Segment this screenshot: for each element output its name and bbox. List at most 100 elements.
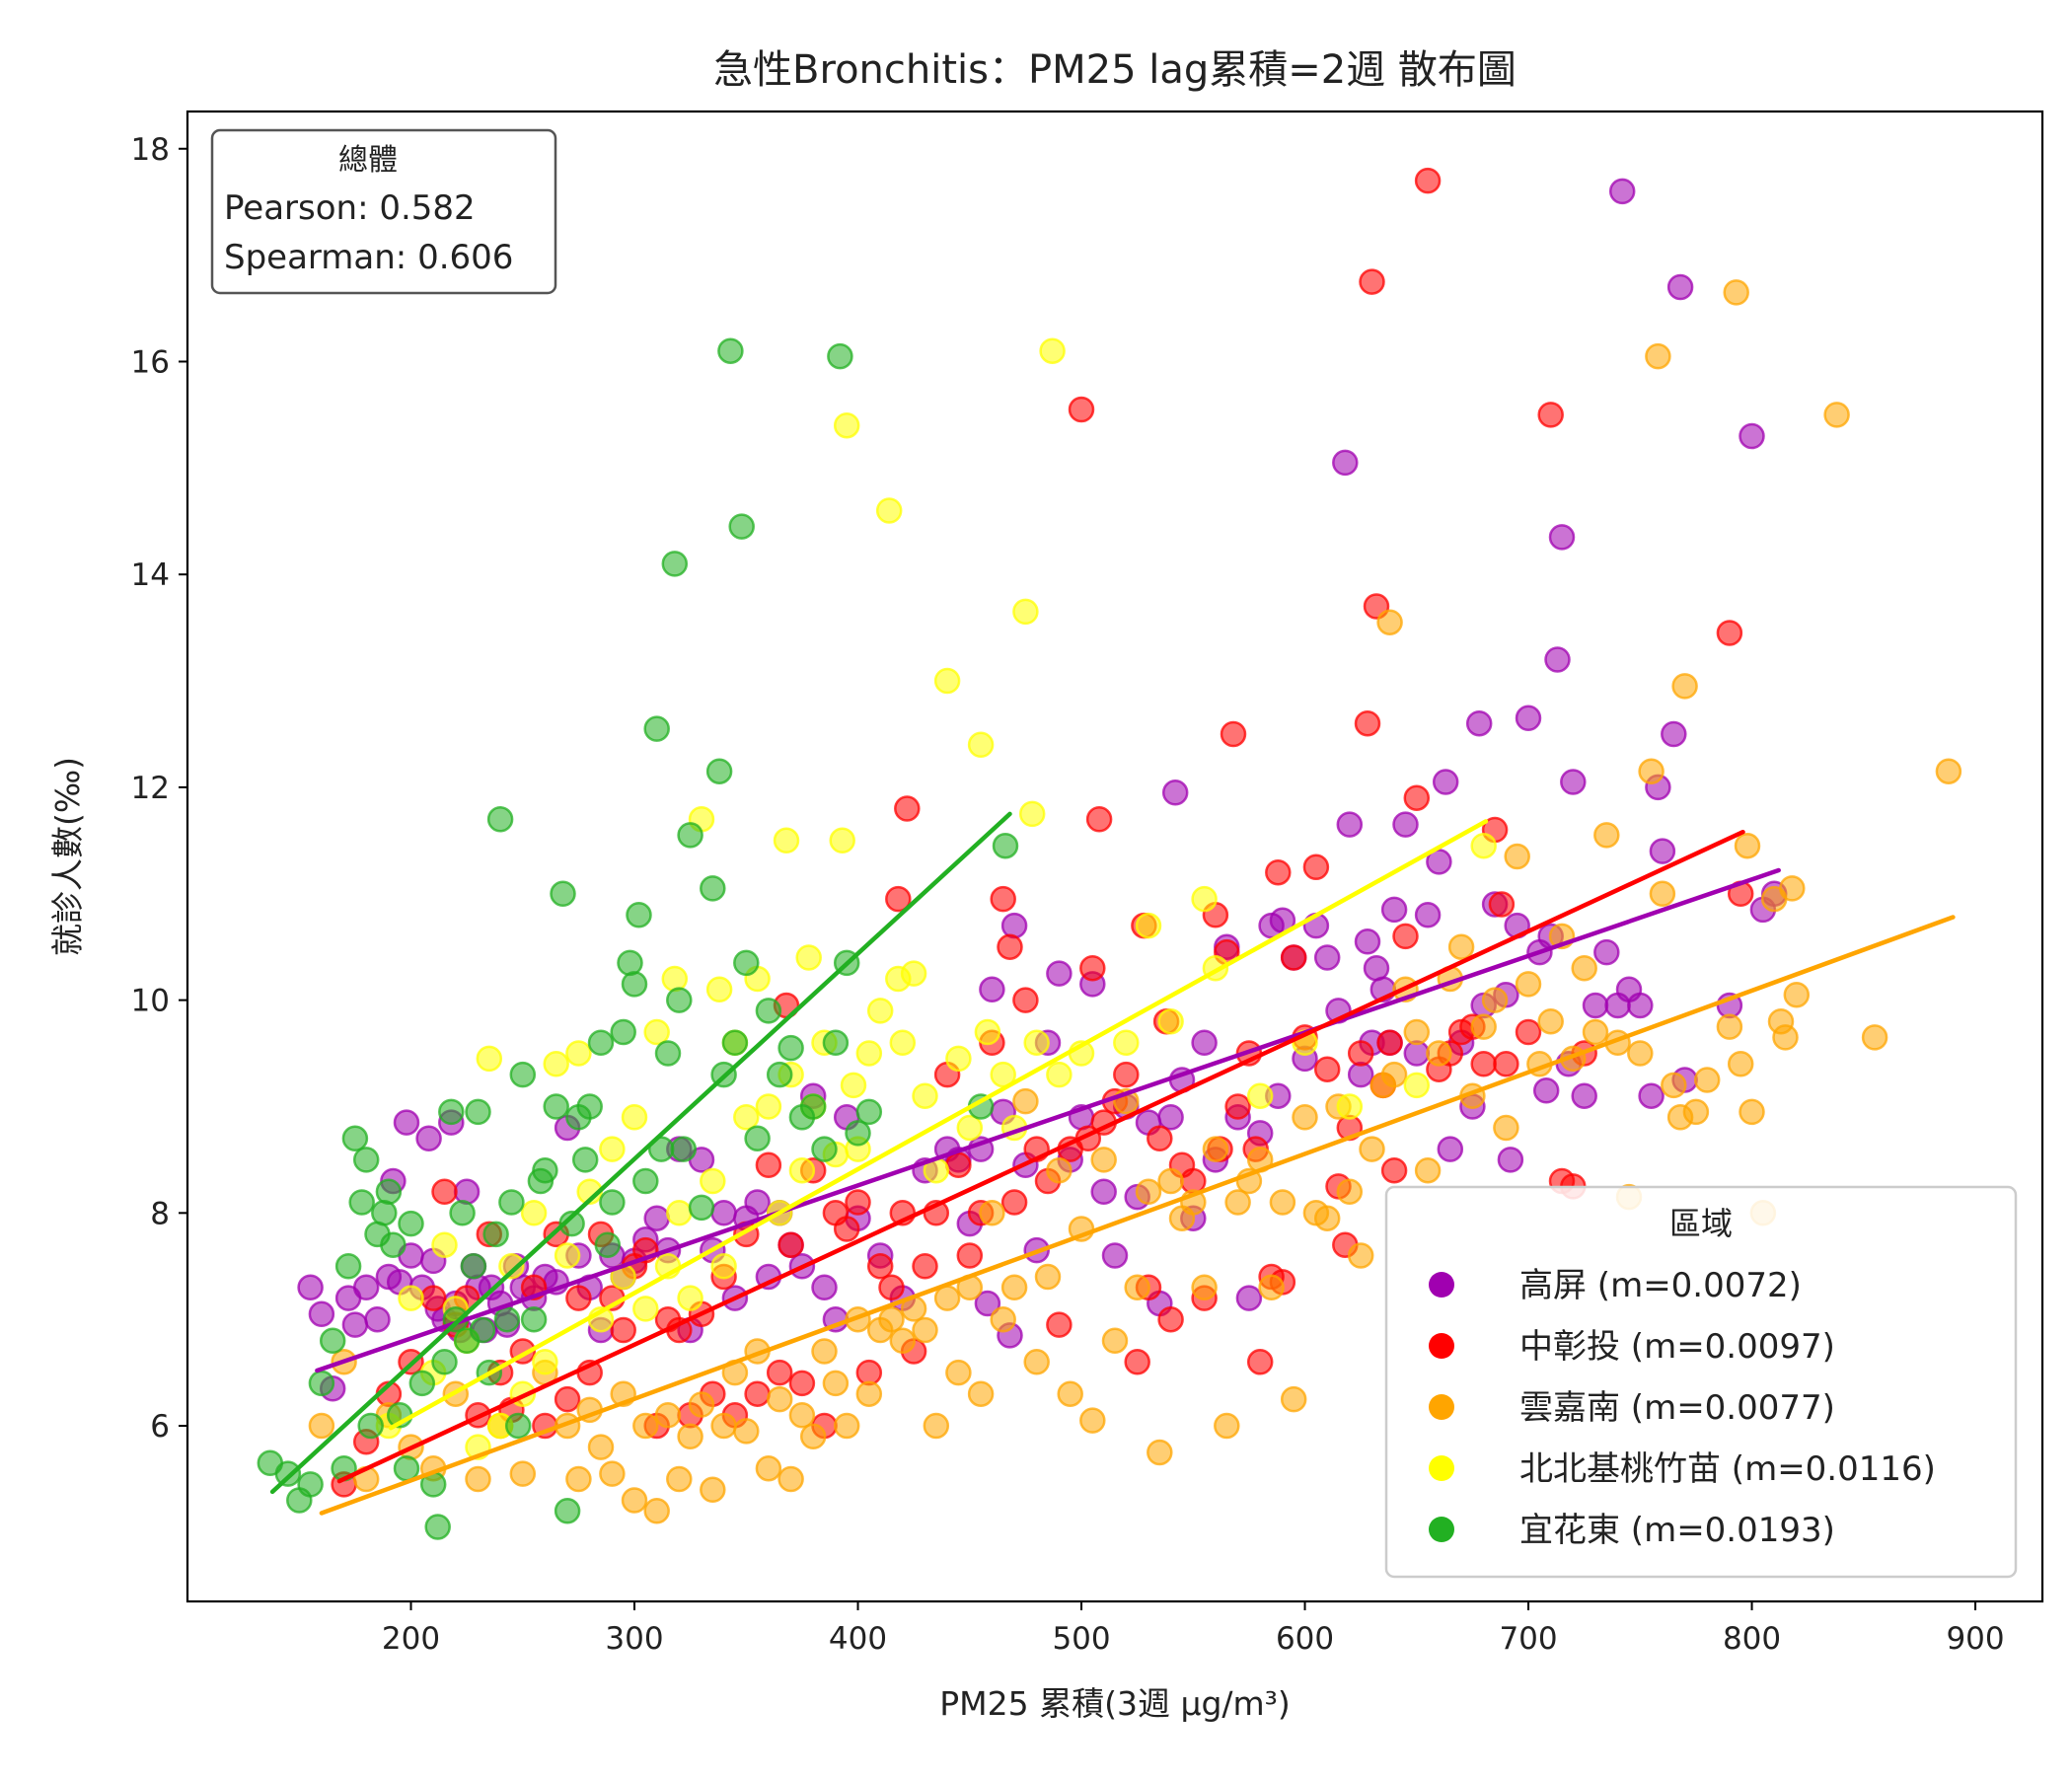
data-point	[885, 885, 912, 913]
data-point	[617, 949, 643, 977]
data-point	[1046, 1061, 1073, 1088]
data-point	[845, 1189, 871, 1216]
data-point	[1734, 832, 1761, 859]
data-point	[700, 1167, 726, 1195]
data-point	[1560, 769, 1587, 795]
fit-line-series-2	[319, 915, 1956, 1516]
y-tick-label: 6	[150, 1409, 170, 1445]
data-point	[766, 1359, 793, 1386]
data-point	[565, 1465, 592, 1493]
data-point	[1504, 843, 1530, 870]
data-point	[1823, 402, 1850, 428]
data-point	[688, 1194, 715, 1222]
data-point	[1336, 1093, 1364, 1120]
data-point	[357, 1412, 384, 1440]
data-point	[643, 1498, 670, 1524]
data-point	[1191, 1029, 1218, 1057]
data-point	[755, 998, 782, 1024]
data-point	[1347, 1242, 1374, 1269]
data-point	[1101, 1327, 1129, 1355]
data-point	[1012, 987, 1039, 1013]
data-point	[1548, 524, 1576, 551]
data-point	[1493, 1051, 1519, 1077]
data-point	[1727, 1051, 1754, 1077]
x-axis-label: PM25 累積(3週 μg/m³)	[939, 1684, 1291, 1723]
data-point	[1493, 1114, 1519, 1142]
data-point	[700, 875, 726, 902]
data-point	[1302, 853, 1330, 881]
data-point	[827, 342, 853, 370]
data-point	[945, 1045, 972, 1073]
data-point	[431, 1231, 458, 1258]
data-point	[733, 1418, 760, 1445]
data-point	[1608, 178, 1636, 205]
data-point	[811, 1274, 838, 1301]
data-point	[1376, 609, 1403, 635]
data-point	[912, 1253, 938, 1280]
data-point	[833, 411, 860, 439]
data-point	[829, 827, 855, 854]
stats-box: 總體 Pearson: 0.582 Spearman: 0.606	[210, 128, 557, 295]
data-point	[1638, 1082, 1665, 1109]
data-point	[788, 1402, 816, 1429]
data-point	[1246, 1082, 1274, 1109]
x-tick-label: 300	[605, 1621, 663, 1657]
data-point	[788, 1370, 816, 1397]
data-point	[543, 1093, 569, 1120]
data-point	[1470, 832, 1497, 859]
fit-line-series-3	[388, 819, 1489, 1431]
data-point	[1723, 279, 1749, 306]
data-point	[543, 1051, 569, 1077]
data-point	[1113, 1029, 1140, 1057]
x-tick-label: 500	[1052, 1621, 1110, 1657]
data-point	[855, 1098, 883, 1126]
data-point	[380, 1231, 407, 1258]
data-point	[1779, 875, 1806, 902]
data-point	[688, 1391, 715, 1418]
data-point	[1582, 992, 1609, 1019]
data-point	[1224, 1189, 1251, 1216]
data-point	[1783, 981, 1811, 1008]
data-point	[482, 1221, 509, 1248]
data-point	[1235, 1285, 1263, 1311]
data-point	[875, 497, 903, 524]
data-point	[632, 1296, 659, 1322]
x-tick-label: 900	[1946, 1621, 2004, 1657]
data-point	[498, 1253, 525, 1280]
data-point	[654, 1402, 682, 1429]
data-point	[493, 1305, 521, 1333]
data-point	[710, 1253, 737, 1280]
data-point	[721, 1029, 749, 1057]
data-point	[997, 933, 1023, 960]
data-point	[1532, 1077, 1560, 1104]
data-point	[1012, 598, 1039, 626]
y-axis: 6 8 10 12 14 16 18	[131, 132, 187, 1445]
legend-label: 高屏 (m=0.0072)	[1519, 1266, 1802, 1305]
x-tick-label: 200	[382, 1621, 440, 1657]
data-point	[1124, 1349, 1150, 1375]
data-point	[398, 1285, 424, 1311]
data-point	[923, 1412, 950, 1440]
data-point	[1537, 1007, 1564, 1035]
data-point	[1426, 849, 1452, 875]
data-point	[1414, 1156, 1442, 1184]
data-point	[1157, 1007, 1184, 1035]
data-point	[1515, 705, 1542, 732]
y-tick-label: 18	[131, 132, 170, 168]
data-point	[1465, 709, 1493, 737]
data-point	[811, 1136, 838, 1162]
data-point	[509, 1460, 537, 1487]
data-point	[1034, 1263, 1062, 1291]
data-point	[408, 1370, 436, 1397]
data-point	[1313, 1056, 1341, 1082]
data-point	[1666, 273, 1694, 301]
data-point	[1649, 880, 1676, 908]
data-point	[967, 1380, 995, 1407]
data-point	[894, 795, 921, 822]
data-point	[705, 758, 733, 784]
data-point	[594, 1231, 622, 1258]
data-point	[1537, 402, 1564, 428]
data-point	[1403, 784, 1431, 811]
data-point	[419, 1285, 447, 1311]
data-point	[1191, 1274, 1218, 1301]
